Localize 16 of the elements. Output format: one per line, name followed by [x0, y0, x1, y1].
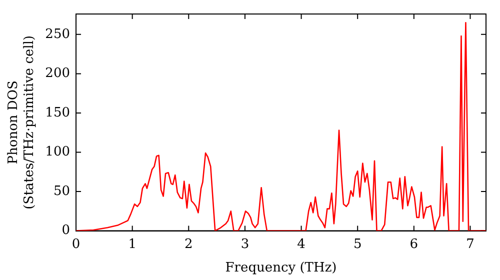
y-tick-label: 100	[45, 144, 70, 160]
x-tick-label: 7	[466, 236, 474, 252]
x-tick-label: 2	[184, 236, 193, 252]
x-tick-label: 5	[353, 236, 362, 252]
x-tick-label: 3	[240, 236, 250, 252]
y-tick-label: 250	[45, 26, 70, 42]
x-axis-title: Frequency (THz)	[225, 260, 337, 276]
x-tick-label: 4	[297, 236, 306, 252]
y-axis-title: Phonon DOS (States/THz·primitive cell)	[6, 35, 37, 210]
x-tick-label: 1	[128, 236, 136, 252]
y-tick-label: 0	[62, 223, 70, 238]
x-tick-label: 6	[410, 236, 418, 252]
y-tick-label: 150	[45, 105, 70, 120]
y-tick-label: 50	[53, 184, 70, 199]
y-tick-label: 200	[45, 66, 70, 82]
x-tick-label: 0	[72, 236, 80, 252]
